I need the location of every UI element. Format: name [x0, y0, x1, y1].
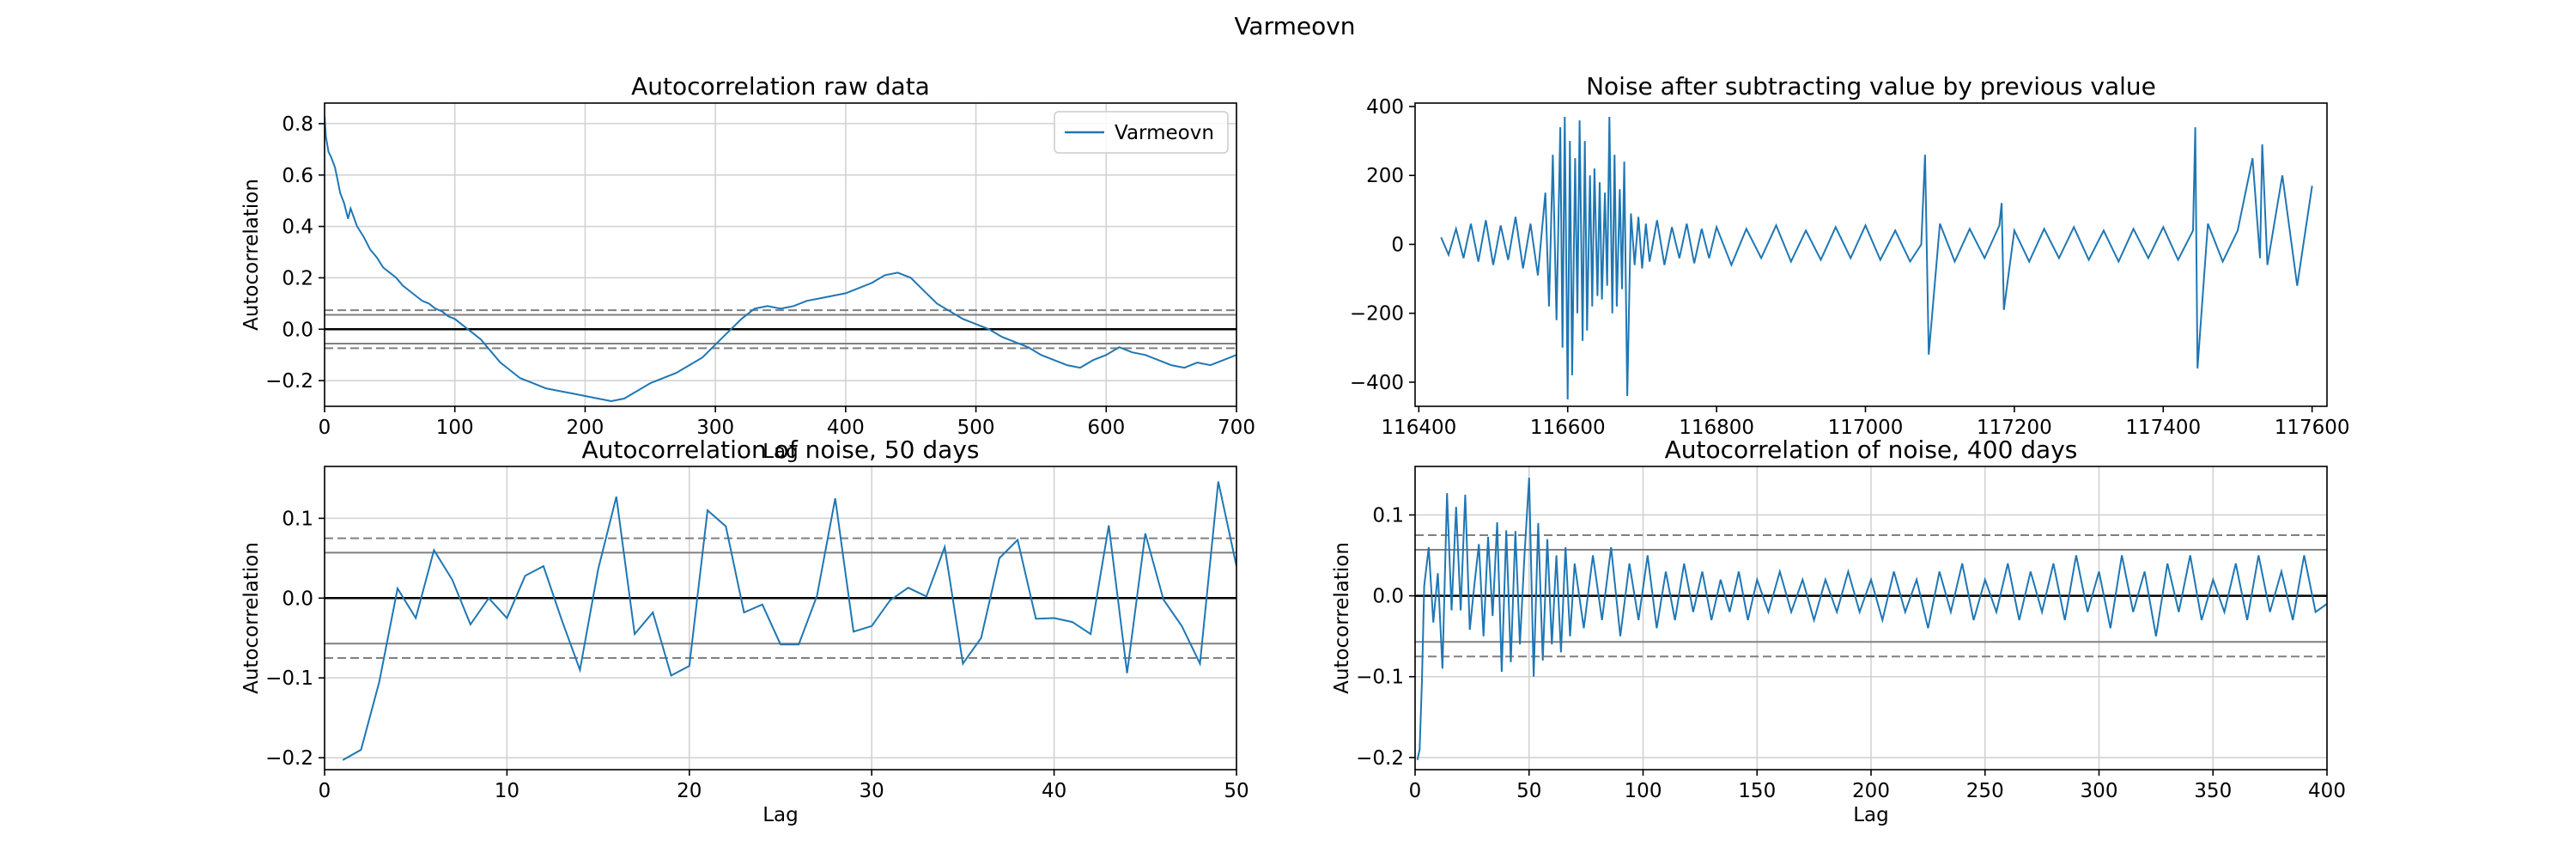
y-tick-label: 0 [1391, 234, 1404, 256]
y-tick-label: −0.1 [1356, 667, 1404, 689]
chart-title: Autocorrelation of noise, 50 days [582, 436, 980, 464]
x-tick-label: 20 [677, 780, 702, 802]
x-tick-label: 400 [827, 417, 865, 439]
y-tick-label: −0.2 [265, 370, 313, 393]
y-axis-label: Autocorrelation [1331, 542, 1353, 694]
x-tick-label: 150 [1738, 780, 1776, 802]
x-tick-label: 350 [2194, 780, 2232, 802]
x-tick-label: 0 [1409, 780, 1422, 802]
axes-frame [324, 466, 1237, 771]
y-tick-label: 0.8 [282, 113, 313, 136]
x-tick-label: 116400 [1381, 417, 1456, 439]
x-axis-label: Lag [762, 441, 799, 463]
y-tick-label: 0.4 [282, 216, 313, 239]
chart-title: Autocorrelation of noise, 400 days [1665, 436, 2078, 464]
x-tick-label: 500 [957, 417, 995, 439]
x-tick-label: 100 [1625, 780, 1662, 802]
y-tick-label: 0.0 [282, 319, 313, 341]
x-tick-label: 40 [1042, 780, 1066, 802]
chart-legend: Varmeovn [1054, 111, 1229, 154]
x-tick-label: 300 [696, 417, 734, 439]
y-tick-label: 0.0 [282, 588, 313, 610]
y-tick-label: −200 [1350, 303, 1404, 326]
chart-panel-3: 0 10 20 30 40 50 −0.2 −0.1 0.0 0.1 Autocorrelation… [240, 436, 1249, 826]
y-tick-label: −400 [1350, 372, 1404, 394]
x-tick-label: 10 [495, 780, 519, 802]
y-tick-label: −0.2 [265, 747, 313, 770]
legend-label: Varmeovn [1115, 122, 1214, 144]
x-tick-label: 700 [1218, 417, 1255, 439]
x-tick-label: 0 [319, 417, 331, 439]
y-tick-label: 400 [1366, 96, 1404, 119]
x-tick-label: 117400 [2125, 417, 2201, 439]
x-tick-label: 117000 [1828, 417, 1904, 439]
x-tick-label: 117600 [2275, 417, 2350, 439]
chart-panel-2: 116400 116600 116800 117000 117200 117400 1176… [1350, 72, 2350, 439]
x-tick-label: 200 [1852, 780, 1890, 802]
y-tick-label: 0.6 [282, 165, 313, 187]
chart-title: Autocorrelation raw data [631, 72, 930, 101]
x-tick-label: 116800 [1679, 417, 1754, 439]
x-tick-label: 117200 [1977, 417, 2052, 439]
legend-box [1054, 111, 1229, 154]
chart-title: Noise after subtracting value by previou… [1586, 72, 2156, 101]
x-tick-label: 600 [1087, 417, 1125, 439]
x-tick-label: 30 [860, 780, 884, 802]
x-tick-label: 200 [566, 417, 604, 439]
x-tick-label: 0 [319, 780, 331, 802]
series-line-1 [1440, 116, 2313, 400]
y-axis-label: Autocorrelation [240, 179, 263, 331]
figure-suptitle: Varmeovn [1234, 12, 1355, 40]
x-axis-label: Lag [762, 804, 799, 826]
x-tick-label: 400 [2308, 780, 2346, 802]
y-tick-label: 0.1 [282, 508, 313, 530]
chart-panel-4: 0 50 100 150 200 250 300 350 400 −0.2 −0.1 0.0 0.1 Au… [1331, 436, 2346, 826]
x-tick-label: 100 [436, 417, 474, 439]
y-tick-label: −0.1 [265, 667, 313, 690]
y-tick-label: 0.2 [282, 267, 313, 289]
x-tick-label: 116600 [1530, 417, 1606, 439]
series-line-1 [1416, 478, 2327, 760]
x-axis-label: Lag [1853, 804, 1889, 826]
x-tick-label: 50 [1516, 780, 1541, 802]
axes-frame [324, 102, 1237, 407]
series-line-1 [325, 115, 1236, 403]
axes-frame [1414, 102, 2328, 407]
chart-panel-1: 0 100 200 300 400 500 600 700 −0.2 0.0 0.2 0.4 0.6 0.… [240, 72, 1255, 463]
y-tick-label: 200 [1366, 165, 1404, 187]
x-tick-label: 250 [1966, 780, 2004, 802]
y-axis-label: Autocorrelation [240, 542, 263, 694]
x-tick-label: 50 [1224, 780, 1249, 802]
y-tick-label: −0.2 [1356, 747, 1404, 770]
series-line-1 [342, 481, 1236, 761]
x-tick-label: 300 [2081, 780, 2118, 802]
y-tick-label: 0.0 [1372, 586, 1404, 608]
y-tick-label: 0.1 [1372, 504, 1404, 527]
